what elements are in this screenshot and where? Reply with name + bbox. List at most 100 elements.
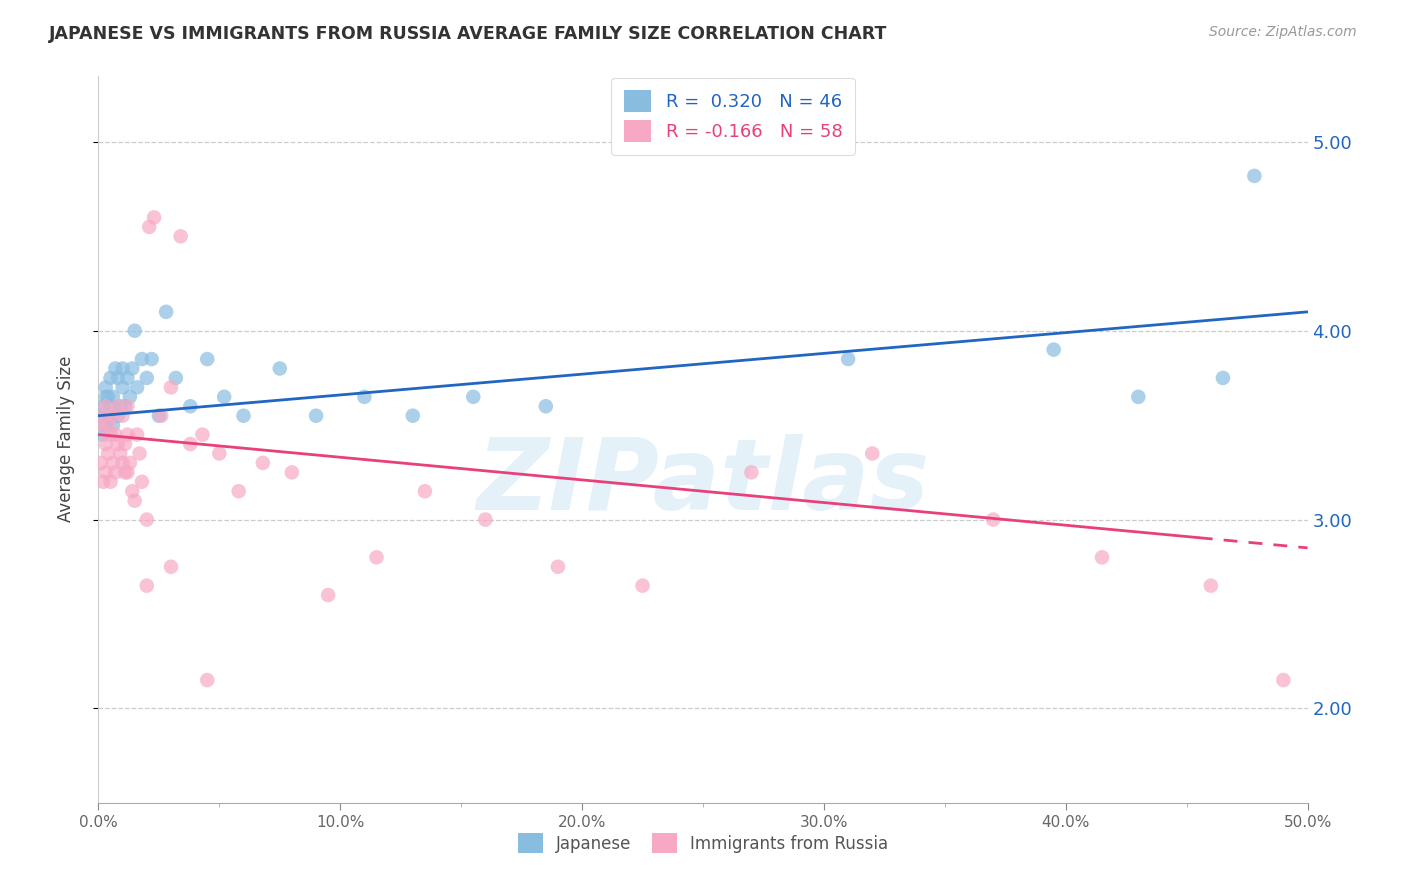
Point [100, 399, 122, 413]
Point [128, 446, 150, 460]
Point [111, 409, 134, 423]
Point [155, 305, 177, 319]
Point [117, 427, 139, 442]
Point [740, 466, 762, 480]
Point [127, 427, 149, 442]
Point [135, 371, 157, 385]
Point [90, 409, 112, 423]
Point [90, 456, 112, 470]
Point [124, 324, 146, 338]
Point [195, 673, 218, 687]
Point [232, 409, 254, 423]
Point [1243, 169, 1265, 183]
Point [1128, 390, 1150, 404]
Point [108, 446, 131, 460]
Point [179, 399, 201, 413]
Point [94, 380, 117, 394]
Point [121, 361, 143, 376]
Point [97, 390, 120, 404]
Point [1091, 550, 1114, 565]
Point [1272, 673, 1295, 687]
Point [644, 126, 666, 140]
Point [94, 466, 117, 480]
Point [97, 446, 120, 460]
Point [463, 390, 485, 404]
Point [474, 512, 496, 526]
Point [101, 418, 124, 433]
Point [281, 466, 304, 480]
Point [111, 456, 134, 470]
Point [117, 466, 139, 480]
Point [114, 399, 136, 413]
Point [111, 380, 134, 394]
Point [837, 352, 859, 367]
Point [91, 427, 114, 442]
Point [191, 427, 214, 442]
Point [107, 371, 129, 385]
Text: Source: ZipAtlas.com: Source: ZipAtlas.com [1209, 25, 1357, 39]
Point [165, 371, 187, 385]
Point [631, 579, 654, 593]
Point [101, 409, 124, 423]
Point [104, 361, 127, 376]
Point [860, 446, 883, 460]
Point [94, 437, 117, 451]
Point [413, 484, 436, 499]
Point [114, 466, 136, 480]
Point [1212, 371, 1234, 385]
Point [100, 371, 122, 385]
Point [104, 427, 127, 442]
Point [121, 484, 143, 499]
Point [169, 229, 191, 244]
Point [141, 352, 163, 367]
Point [90, 418, 112, 433]
Point [150, 409, 173, 423]
Point [195, 352, 218, 367]
Point [94, 418, 117, 433]
Point [208, 446, 231, 460]
Point [269, 361, 291, 376]
Point [148, 409, 170, 423]
Point [114, 437, 136, 451]
Point [101, 390, 124, 404]
Point [138, 219, 160, 234]
Point [252, 456, 274, 470]
Point [124, 493, 146, 508]
Point [160, 380, 183, 394]
Point [981, 512, 1004, 526]
Legend: Japanese, Immigrants from Russia: Japanese, Immigrants from Russia [512, 826, 894, 860]
Point [1042, 343, 1064, 357]
Point [117, 371, 139, 385]
Point [366, 550, 388, 565]
Point [91, 409, 114, 423]
Point [131, 475, 153, 489]
Point [91, 475, 114, 489]
Point [107, 409, 129, 423]
Point [101, 456, 124, 470]
Point [94, 399, 117, 413]
Point [143, 211, 166, 225]
Point [179, 437, 201, 451]
Point [534, 399, 557, 413]
Point [104, 466, 127, 480]
Point [305, 409, 328, 423]
Point [100, 475, 122, 489]
Point [228, 484, 250, 499]
Point [402, 409, 425, 423]
Point [212, 390, 235, 404]
Point [117, 399, 139, 413]
Point [118, 456, 141, 470]
Point [316, 588, 339, 602]
Y-axis label: Average Family Size: Average Family Size [56, 356, 75, 523]
Point [547, 559, 569, 574]
Point [97, 409, 120, 423]
Point [353, 390, 375, 404]
Point [94, 390, 117, 404]
Point [97, 418, 120, 433]
Point [135, 579, 157, 593]
Point [160, 559, 183, 574]
Text: ZIPatlas: ZIPatlas [477, 434, 929, 532]
Point [127, 380, 149, 394]
Text: JAPANESE VS IMMIGRANTS FROM RUSSIA AVERAGE FAMILY SIZE CORRELATION CHART: JAPANESE VS IMMIGRANTS FROM RUSSIA AVERA… [49, 25, 887, 43]
Point [1199, 579, 1222, 593]
